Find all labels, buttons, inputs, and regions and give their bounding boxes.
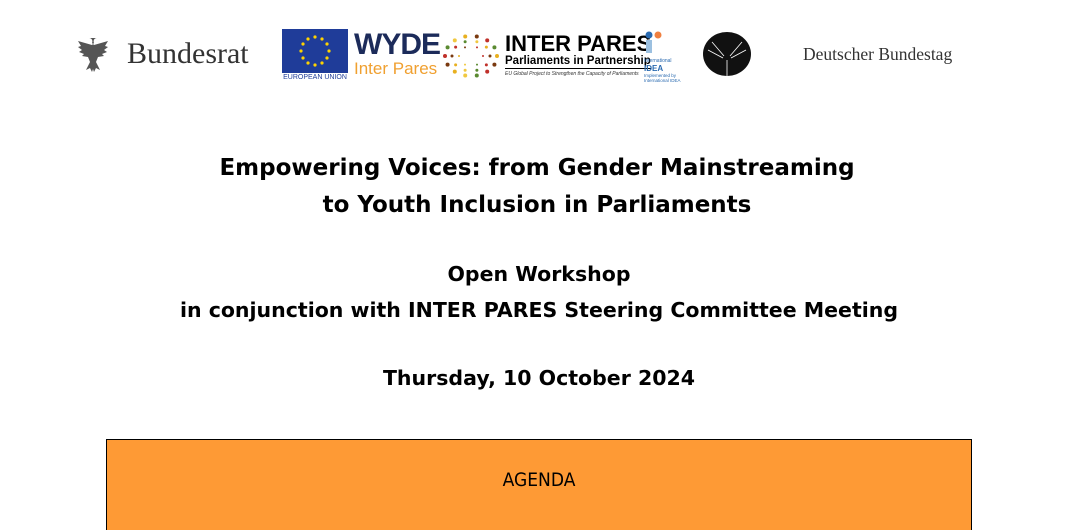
ring-dot [458, 55, 460, 57]
bundestag-eagle-icon [703, 32, 751, 76]
ring-dot [485, 38, 490, 43]
ring-dot [443, 54, 447, 58]
ring-dot [476, 46, 478, 49]
title-line-2: to Youth Inclusion in Parliaments [322, 192, 752, 218]
agenda-header: AGENDA [106, 439, 972, 530]
ring-dot [464, 63, 466, 66]
subtitle-line-2: in conjunction with INTER PARES Steering… [179, 298, 899, 322]
ring-dot [475, 40, 479, 44]
title-line-1: Empowering Voices: from Gender Mainstrea… [219, 155, 855, 181]
bundestag-name: Deutscher Bundestag [803, 44, 953, 64]
ring-dot [484, 45, 488, 49]
ring-dot [454, 63, 458, 67]
ring-dot [452, 38, 457, 43]
interpares-subtitle: Parliaments in Partnership [505, 55, 652, 69]
agenda-label: AGENDA [502, 469, 576, 491]
idea-name: IDEA [644, 64, 664, 73]
ring-dot [474, 34, 479, 39]
ring-dot [474, 73, 479, 78]
wyde-logo: WYDE Inter Pares [354, 28, 441, 78]
ring-dot [463, 73, 468, 78]
ring-dot [463, 34, 468, 39]
ring-dot [445, 45, 450, 50]
ring-dot [476, 63, 478, 66]
ring-dot [463, 40, 467, 44]
dot-ring-icon [443, 34, 499, 78]
bundesrat-logo: Bundesrat [75, 34, 249, 74]
ring-dot [492, 62, 497, 67]
interpares-tagline: EU Global Project to Strengthen the Capa… [505, 71, 639, 77]
interpares-logo: INTER PARES Parliaments in Partnership E… [505, 31, 652, 77]
ring-dot [454, 45, 458, 49]
ring-dot [464, 46, 466, 49]
wyde-subtitle: Inter Pares [354, 59, 438, 78]
ring-dot [463, 68, 467, 72]
subtitle-line-1: Open Workshop [447, 262, 631, 286]
eu-caption: EUROPEAN UNION [283, 74, 347, 81]
wyde-title: WYDE [354, 28, 441, 61]
ring-dot [488, 54, 492, 58]
ring-dot [485, 69, 490, 74]
idea-icon [645, 31, 662, 53]
idea-implemented: Implemented by International IDEA [644, 73, 681, 83]
ring-dot [445, 62, 450, 67]
document-title: Empowering Voices: from Gender Mainstrea… [0, 150, 1076, 224]
eu-logo: EUROPEAN UNION [282, 29, 348, 81]
idea-logo: International IDEA Implemented by Intern… [644, 31, 690, 83]
ring-dot [484, 63, 488, 67]
ring-dot [475, 68, 479, 72]
ring-dot [452, 69, 457, 74]
ring-dot [450, 54, 454, 58]
idea-label: International [644, 58, 672, 64]
interpares-title: INTER PARES [505, 31, 652, 56]
bundesrat-name: Bundesrat [127, 37, 249, 70]
eu-flag-icon [282, 29, 348, 73]
eagle-icon [78, 38, 108, 72]
ring-dot [495, 54, 499, 58]
ring-dot [482, 55, 484, 57]
ring-dot [492, 45, 497, 50]
document-subtitle: Open Workshop in conjunction with INTER … [0, 256, 1078, 328]
event-date: Thursday, 10 October 2024 [382, 366, 696, 390]
